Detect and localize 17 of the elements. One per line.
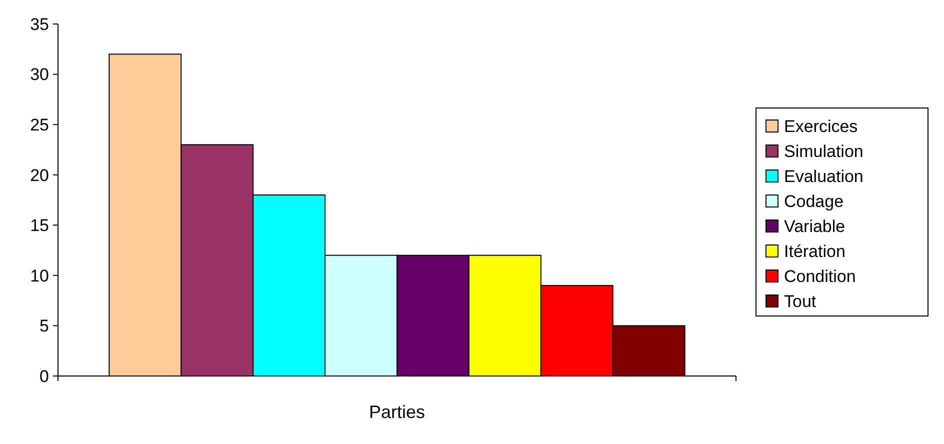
y-tick-label: 5: [40, 316, 49, 336]
legend-label: Evaluation: [784, 166, 864, 186]
legend-label: Simulation: [784, 142, 864, 161]
legend-label: Itération: [784, 242, 846, 261]
legend-label: Condition: [784, 266, 856, 286]
y-tick-label: 25: [30, 116, 49, 135]
y-tick-label: 20: [30, 166, 49, 185]
legend-label: Variable: [784, 216, 846, 236]
y-tick-label: 15: [30, 216, 49, 236]
y-tick-label: 30: [30, 65, 49, 84]
legend-label: Exercices: [784, 116, 858, 136]
x-axis-title: Parties: [368, 402, 426, 422]
y-tick-label: 10: [30, 266, 49, 286]
legend-label: Codage: [784, 192, 844, 211]
y-tick-label: 35: [30, 14, 49, 34]
y-tick-label: 0: [40, 366, 49, 386]
legend-label: Tout: [784, 292, 816, 311]
